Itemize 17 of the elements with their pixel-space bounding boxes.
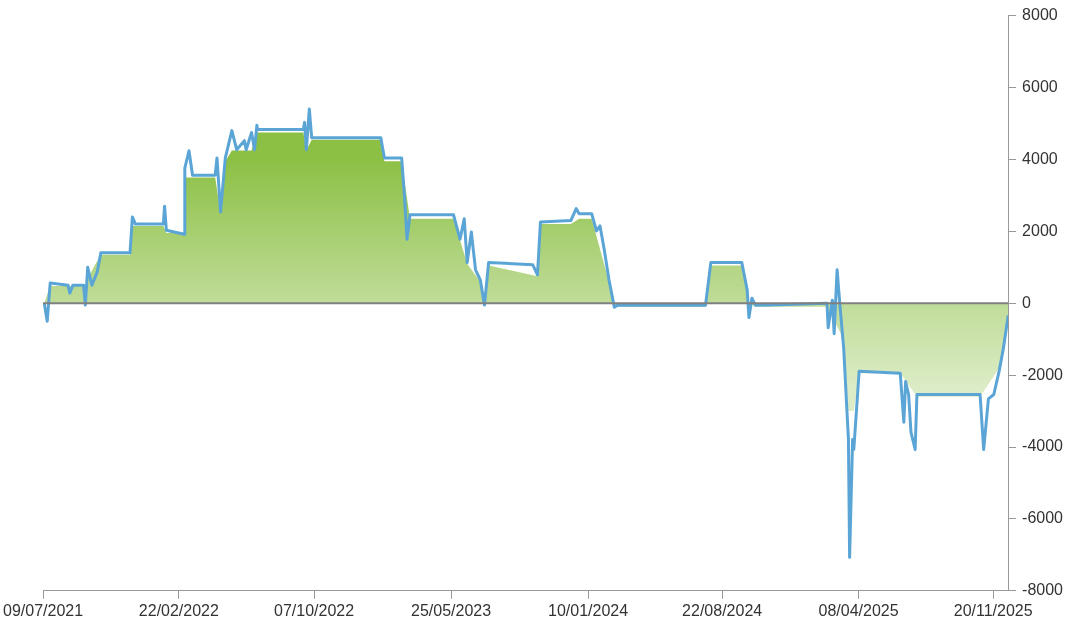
- y-tick-label: 2000: [1022, 221, 1058, 239]
- x-tick-label: 07/10/2022: [274, 601, 355, 619]
- y-tick-label: -6000: [1022, 509, 1064, 527]
- y-tick-label: -2000: [1022, 365, 1064, 383]
- x-tick-label: 22/02/2022: [138, 601, 219, 619]
- x-tick-label: 25/05/2023: [411, 601, 492, 619]
- x-tick-label: 22/08/2024: [682, 601, 763, 619]
- y-tick-label: -8000: [1022, 581, 1064, 599]
- x-tick-label: 10/01/2024: [548, 601, 629, 619]
- x-tick-label: 09/07/2021: [3, 601, 84, 619]
- y-tick-label: -4000: [1022, 437, 1064, 455]
- y-tick-label: 6000: [1022, 77, 1058, 95]
- y-tick-label: 0: [1022, 293, 1032, 311]
- y-tick-label: 8000: [1022, 6, 1058, 24]
- y-tick-label: 4000: [1022, 149, 1058, 167]
- x-tick-label: 08/04/2025: [818, 601, 899, 619]
- x-tick-label: 20/11/2025: [953, 601, 1033, 619]
